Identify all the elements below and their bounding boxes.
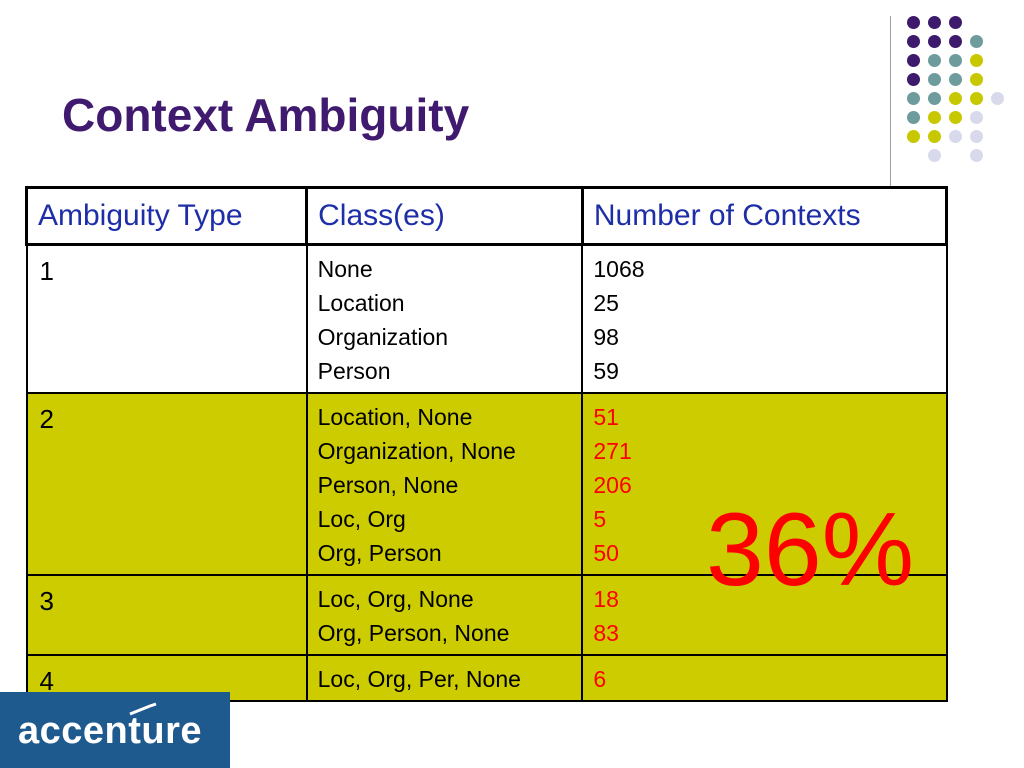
decorative-dot (928, 111, 941, 124)
decorative-dot (907, 111, 920, 124)
divider-line (890, 16, 891, 186)
decorative-dot (907, 73, 920, 86)
class-entry: Loc, Org, Per, None (317, 666, 521, 692)
decorative-dot (970, 35, 983, 48)
accenture-logo: accenture (0, 692, 230, 768)
context-count: 98 (593, 324, 619, 350)
class-entry: Organization (317, 324, 449, 350)
decorative-dot (991, 92, 1004, 105)
ambiguity-table: Ambiguity Type Class(es) Number of Conte… (24, 186, 949, 702)
logo-text: accenture (18, 710, 203, 752)
decorative-dot (949, 92, 962, 105)
decorative-dot (907, 54, 920, 67)
class-entry: None (317, 256, 373, 282)
decorative-dot (949, 111, 962, 124)
decorative-dot (970, 54, 983, 67)
decorative-dot (928, 16, 941, 29)
context-count: 271 (593, 438, 632, 464)
class-entry: Org, Person, None (317, 620, 510, 646)
classes-cell: Loc, Org, Per, None (305, 654, 584, 702)
classes-cell: Location, None Organization, None Person, … (305, 392, 584, 576)
ambiguity-type-cell: 3 (25, 574, 308, 656)
context-count: 83 (593, 620, 619, 646)
table-row: 3 Loc, Org, None Org, Person, None 18 83 (25, 574, 948, 656)
table-header-row: Ambiguity Type Class(es) Number of Conte… (24, 186, 949, 246)
decorative-dot (907, 92, 920, 105)
counts-cell: 51 271 206 5 50 (581, 392, 948, 576)
ambiguity-type-cell: 1 (25, 243, 308, 394)
counts-cell: 6 (581, 654, 948, 702)
decorative-dot (970, 130, 983, 143)
class-entry: Organization, None (317, 438, 516, 464)
decorative-dot (928, 73, 941, 86)
counts-cell: 18 83 (581, 574, 948, 656)
header-number-of-contexts: Number of Contexts (580, 186, 949, 246)
logo-chevron-icon (129, 702, 157, 716)
classes-cell: Loc, Org, None Org, Person, None (305, 574, 584, 656)
context-count: 50 (593, 540, 619, 566)
context-count: 59 (593, 358, 619, 384)
decorative-dot (928, 54, 941, 67)
decorative-dot (907, 16, 920, 29)
decorative-dot (949, 130, 962, 143)
table-row: 4 Loc, Org, Per, None 6 (25, 654, 948, 702)
decorative-dot (970, 92, 983, 105)
context-count: 25 (593, 290, 619, 316)
decorative-dot (949, 73, 962, 86)
class-entry: Person (317, 358, 391, 384)
slide-title: Context Ambiguity (62, 89, 470, 141)
header-ambiguity-type: Ambiguity Type (24, 186, 309, 246)
context-count: 6 (593, 666, 607, 692)
class-entry: Location, None (317, 404, 473, 430)
decorative-dot (907, 35, 920, 48)
context-count: 51 (593, 404, 619, 430)
counts-cell: 1068 25 98 59 (581, 243, 948, 394)
table-row: 1 None Location Organization Person 1068 25 98 5… (25, 243, 948, 394)
decorative-dot (970, 73, 983, 86)
decorative-dot (970, 149, 983, 162)
context-count: 206 (593, 472, 632, 498)
percentage-callout: 36% (706, 492, 915, 608)
context-count: 18 (593, 586, 619, 612)
class-entry: Loc, Org (317, 506, 406, 532)
decorative-dot (949, 54, 962, 67)
header-classes: Class(es) (305, 186, 584, 246)
ambiguity-type-cell: 2 (25, 392, 308, 576)
classes-cell: None Location Organization Person (305, 243, 584, 394)
decorative-dot (928, 130, 941, 143)
decorative-dot (928, 92, 941, 105)
table-row: 2 Location, None Organization, None Person,… (25, 392, 948, 576)
decorative-dot (970, 111, 983, 124)
decorative-dot (928, 149, 941, 162)
class-entry: Person, None (317, 472, 459, 498)
decorative-dot (928, 35, 941, 48)
decorative-dot (949, 35, 962, 48)
decorative-dot (907, 130, 920, 143)
class-entry: Location (317, 290, 405, 316)
decorative-dot (949, 16, 962, 29)
class-entry: Loc, Org, None (317, 586, 474, 612)
context-count: 1068 (593, 256, 645, 282)
class-entry: Org, Person (317, 540, 442, 566)
context-count: 5 (593, 506, 607, 532)
